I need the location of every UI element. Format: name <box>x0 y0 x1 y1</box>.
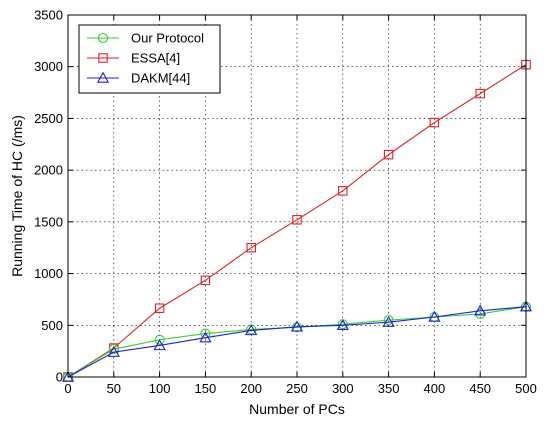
data-point-dakm-44 <box>474 304 487 316</box>
legend-item: ESSA[4] <box>87 51 180 66</box>
x-tick-label: 50 <box>107 381 121 396</box>
x-tick-label: 0 <box>64 381 71 396</box>
series-line-essa-4 <box>67 64 527 378</box>
data-point-essa-4 <box>154 303 165 313</box>
x-tick-label: 500 <box>515 381 537 396</box>
y-axis-label: Running Time of HC (/ms) <box>9 115 25 277</box>
data-point-essa-4 <box>475 88 485 99</box>
y-tick-label: 3500 <box>34 8 63 23</box>
grid-lines <box>68 15 526 377</box>
y-tick-label: 0 <box>56 370 63 385</box>
data-point-essa-4 <box>292 215 302 225</box>
y-tick-label: 2500 <box>34 111 63 126</box>
data-point-essa-4 <box>383 149 394 160</box>
legend-marker <box>97 32 109 44</box>
series-layer <box>61 59 533 383</box>
data-point-dakm-44 <box>382 315 395 327</box>
series-dakm-44 <box>61 300 533 382</box>
legend-item: Our Protocol <box>87 31 204 46</box>
data-point-essa-4 <box>338 186 348 196</box>
y-tick-label: 1000 <box>34 266 63 281</box>
data-point-dakm-44 <box>290 320 304 332</box>
x-tick-label: 250 <box>286 381 308 396</box>
series-line-dakm-44 <box>67 306 527 378</box>
data-point-dakm-44 <box>245 324 258 336</box>
data-point-dakm-44 <box>61 370 75 382</box>
legend-label: ESSA[4] <box>131 51 180 66</box>
legend: Our Protocol ESSA[4] DAKM[44] <box>78 24 221 94</box>
x-axis-label: Number of PCs <box>249 401 345 417</box>
axis-ticks: 0 50 100 150 200 250 300 350 400 450 500 0 500 1000 15… <box>34 8 537 397</box>
data-point-dakm-44 <box>153 339 166 351</box>
y-tick-label: 1500 <box>34 214 63 229</box>
data-point-dakm-44 <box>199 331 212 343</box>
data-point-dakm-44 <box>428 310 441 322</box>
data-point-our-protocol <box>383 315 394 326</box>
legend-item: DAKM[44] <box>87 71 190 86</box>
x-tick-label: 350 <box>378 381 400 396</box>
data-point-our-protocol <box>108 344 119 355</box>
x-tick-label: 150 <box>195 381 217 396</box>
legend-label: DAKM[44] <box>131 71 190 86</box>
legend-marker <box>98 53 108 63</box>
data-point-our-protocol <box>154 334 165 345</box>
data-point-essa-4 <box>429 117 440 128</box>
legend-marker <box>96 71 110 83</box>
data-point-essa-4 <box>246 242 256 253</box>
y-tick-label: 500 <box>41 318 63 333</box>
x-tick-label: 400 <box>424 381 446 396</box>
x-tick-label: 450 <box>469 381 491 396</box>
legend-label: Our Protocol <box>131 31 204 46</box>
y-tick-label: 2000 <box>34 163 63 178</box>
data-point-dakm-44 <box>107 345 120 357</box>
x-tick-label: 100 <box>149 381 171 396</box>
data-point-dakm-44 <box>336 318 349 330</box>
y-tick-label: 3000 <box>34 59 63 74</box>
x-tick-label: 300 <box>332 381 354 396</box>
x-tick-label: 200 <box>240 381 262 396</box>
data-point-essa-4 <box>200 275 211 286</box>
